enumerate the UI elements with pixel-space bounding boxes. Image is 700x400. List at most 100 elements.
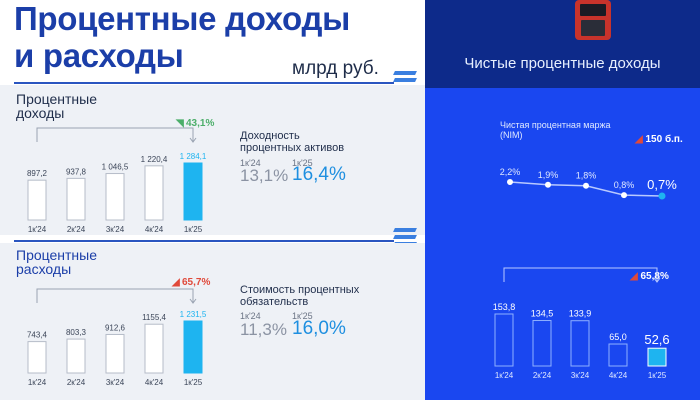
income-category-label: 3к'24: [106, 225, 125, 234]
income-kpi-title-line1: Доходность: [240, 130, 300, 142]
expense-kpi-title-line2: обязательств: [240, 296, 309, 308]
nim-value-label: 1,9%: [538, 170, 559, 180]
expense-category-label: 4к'24: [145, 378, 164, 387]
income-bracket: [36, 127, 194, 142]
expense-value-label: 803,3: [66, 328, 87, 337]
nii-change-badge: ◢ 65,8%: [630, 271, 669, 282]
nim-value-label: 2,2%: [500, 167, 521, 177]
nii-value-label: 65,0: [609, 332, 627, 342]
expense-category-label: 1к'25: [184, 378, 203, 387]
nim-value-label: 0,8%: [614, 180, 635, 190]
income-kpi-curr-label: 1к'25: [292, 158, 313, 168]
expense-bar: [144, 323, 164, 374]
income-value-label: 1 220,4: [141, 155, 168, 164]
nii-value-label: 52,6: [644, 332, 669, 347]
income-kpi-prev-label: 1к'24: [240, 158, 261, 168]
nii-change-value: 65,8%: [640, 271, 669, 282]
nim-label: Чистая процентная маржа (NIM): [500, 120, 611, 140]
income-title-line1: Процентные: [16, 91, 98, 107]
expense-value-label: 743,4: [27, 331, 48, 340]
divider: [14, 240, 394, 242]
income-bar: [27, 179, 47, 221]
income-kpi-title-line2: процентных активов: [240, 142, 345, 154]
up-arrow-icon: ◢: [635, 134, 643, 145]
expense-category-label: 1к'24: [28, 378, 47, 387]
income-change-value: 43,1%: [186, 118, 214, 129]
payment-terminal-icon: [575, 0, 611, 40]
income-category-label: 1к'25: [184, 225, 203, 234]
nii-category-label: 1к'24: [495, 371, 514, 380]
nii-category-label: 2к'24: [533, 371, 552, 380]
unit-label: млрд руб.: [292, 58, 379, 79]
page-title-line1: Процентные доходы: [14, 0, 350, 37]
income-category-label: 2к'24: [67, 225, 86, 234]
nii-value-label: 153,8: [493, 302, 516, 312]
income-bar: [66, 177, 86, 221]
up-arrow-icon: ◢: [630, 271, 638, 282]
expense-kpi-prev-label: 1к'24: [240, 311, 261, 321]
nim-change-value: 150 б.п.: [645, 134, 683, 145]
page-title: Процентные доходы и расходы: [14, 0, 350, 74]
income-category-label: 4к'24: [145, 225, 164, 234]
nii-category-label: 3к'24: [571, 371, 590, 380]
expense-value-label: 912,6: [105, 323, 126, 332]
nim-value-label: 1,8%: [576, 171, 597, 181]
nim-point: [621, 192, 627, 199]
income-value-label: 897,2: [27, 169, 48, 178]
expense-bar: [105, 333, 125, 374]
income-title-line2: доходы: [16, 105, 65, 121]
expense-kpi-title-line1: Стоимость процентных: [240, 284, 360, 296]
income-bar: [144, 165, 164, 221]
expense-change-arrow-icon: ◢: [171, 277, 180, 288]
nim-change-badge: ◢ 150 б.п.: [635, 134, 683, 145]
income-category-label: 1к'24: [28, 225, 47, 234]
expense-category-label: 3к'24: [106, 378, 125, 387]
expense-kpi-curr-label: 1к'25: [292, 311, 313, 321]
expense-kpi-title: Стоимость процентных обязательств: [240, 284, 390, 308]
nii-category-label: 1к'25: [648, 371, 667, 380]
expense-bracket: [36, 288, 194, 303]
left-panel: Процентные доходы и расходы млрд руб. Пр…: [0, 0, 425, 400]
income-title: Процентные доходы: [16, 92, 136, 120]
expense-bar: [66, 338, 86, 374]
income-bar: [105, 173, 125, 221]
nii-bar: [494, 313, 514, 367]
expense-title: Процентные расходы: [16, 248, 136, 276]
expense-title-line1: Процентные: [16, 247, 98, 263]
expense-change-value: 65,7%: [182, 277, 210, 288]
nii-bar: [570, 320, 590, 367]
nii-bracket-arrowhead: [653, 277, 661, 283]
income-bar: [183, 162, 203, 221]
expense-kpi-prev-value: 11,3%: [240, 320, 287, 339]
divider: [14, 82, 394, 84]
income-change-arrow-icon: ◥: [175, 118, 184, 129]
nii-value-label: 134,5: [531, 309, 554, 319]
income-kpi-prev-value: 13,1%: [240, 166, 289, 185]
expense-bar: [183, 320, 203, 374]
expense-category-label: 2к'24: [67, 378, 86, 387]
nim-point: [583, 182, 589, 189]
right-header: [425, 0, 700, 88]
right-panel: Чистые процентные доходы Чистая процентн…: [425, 0, 700, 400]
income-kpi-curr-value: 16,4%: [292, 164, 346, 185]
income-bracket-arrowhead: [189, 137, 197, 143]
income-value-label: 937,8: [66, 167, 87, 176]
nim-value-label: 0,7%: [647, 177, 677, 192]
income-value-label: 1 046,5: [102, 163, 129, 172]
nim-label-line1: Чистая процентная маржа: [500, 120, 611, 130]
expense-value-label: 1155,4: [142, 313, 166, 322]
right-title: Чистые процентные доходы: [464, 55, 661, 72]
nim-point: [658, 192, 666, 200]
expense-value-label: 1 231,5: [180, 310, 207, 319]
nii-value-label: 133,9: [569, 309, 592, 319]
expense-kpi-curr-value: 16,0%: [292, 318, 346, 339]
nii-category-label: 4к'24: [609, 371, 628, 380]
nii-bar: [532, 320, 552, 367]
expense-panel: [0, 243, 425, 400]
income-value-label: 1 284,1: [180, 152, 207, 161]
nii-bar: [647, 347, 667, 367]
nim-point: [507, 179, 513, 185]
income-kpi-title: Доходность процентных активов: [240, 130, 390, 154]
page-title-line2: и расходы: [14, 37, 184, 74]
